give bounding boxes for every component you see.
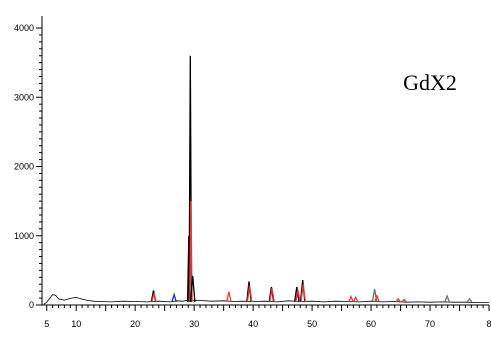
peak-red (352, 295, 359, 303)
x-tick-label: 8 (486, 319, 491, 329)
x-tick-label: 40 (248, 319, 258, 329)
x-tick-label: 5 (44, 319, 49, 329)
peak-gray (466, 297, 473, 303)
peak-red (401, 298, 407, 303)
y-tick-label: 3000 (14, 92, 34, 102)
y-tick-label: 0 (29, 300, 34, 310)
peak-red (300, 284, 307, 302)
peak-red (295, 289, 301, 303)
y-tick-label: 4000 (14, 23, 34, 33)
peak-red (269, 288, 275, 303)
baseline-series-line (43, 294, 489, 305)
peak-red (189, 201, 193, 302)
y-tick-label: 2000 (14, 162, 34, 172)
axes: 0 1000 2000 3000 4000 5 10 20 30 40 50 60 70 8 (14, 16, 491, 329)
peak-red (226, 291, 232, 303)
peak-red (246, 285, 253, 302)
y-tick-label: 1000 (14, 231, 34, 241)
peak-black (189, 275, 196, 302)
peak-gray (444, 294, 450, 303)
peak-black (293, 286, 300, 302)
peak-red (395, 297, 401, 303)
chart-title: GdX2 (403, 70, 457, 95)
x-tick-label: 70 (425, 319, 435, 329)
peak-red (348, 295, 354, 303)
series-group (43, 55, 489, 305)
x-tick-label: 50 (307, 319, 317, 329)
peak-blue (171, 292, 177, 303)
x-tick-label: 60 (366, 319, 376, 329)
x-tick-label: 20 (130, 319, 140, 329)
peak-red (374, 294, 380, 303)
x-tick-label: 10 (71, 319, 81, 329)
peak-red (151, 293, 157, 303)
x-tick-label: 30 (189, 319, 199, 329)
